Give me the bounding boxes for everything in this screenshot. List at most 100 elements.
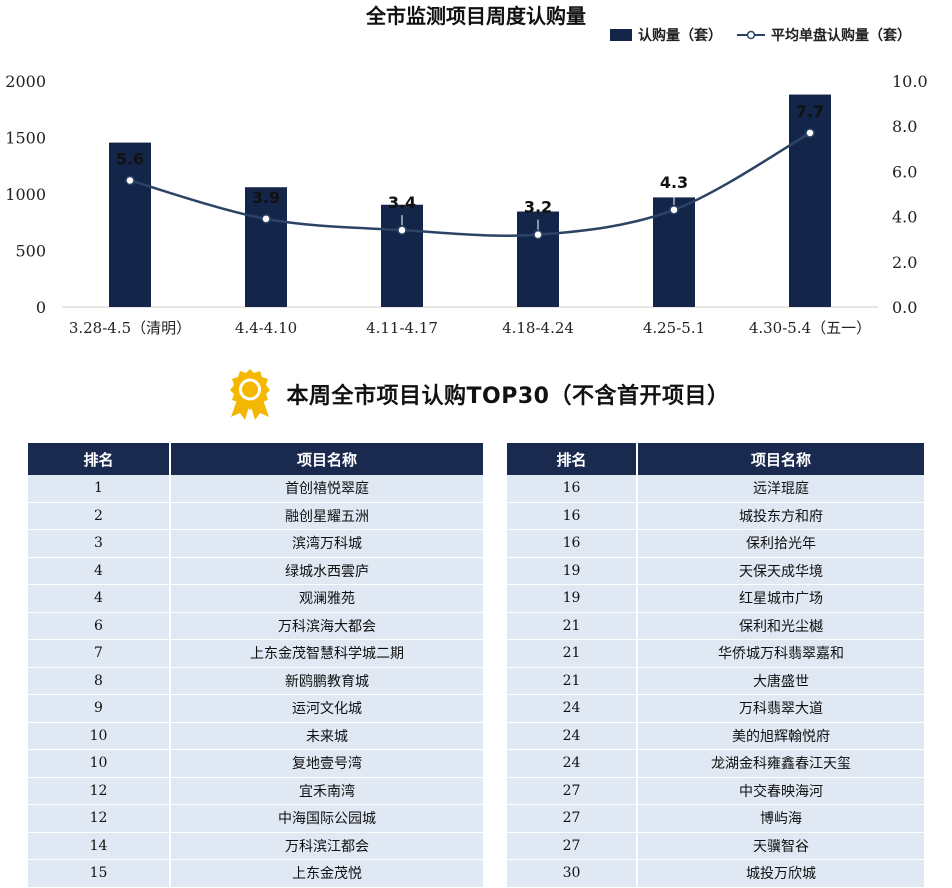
table-row: 1 首创禧悦翠庭 <box>28 475 483 503</box>
ranking-table-left: 排名 项目名称 1 首创禧悦翠庭 2 融创星耀五洲 3 滨湾万科城 4 绿城水西雲庐 4 观澜雅苑… <box>28 443 483 888</box>
table-row: 12 中海国际公园城 <box>28 804 483 833</box>
line-point <box>669 205 679 215</box>
table-row: 24 万科翡翠大道 <box>507 694 924 723</box>
table-row: 27 天骥智谷 <box>507 832 924 860</box>
y-left-tick-label: 2000 <box>5 72 46 91</box>
project-name-cell: 天骥智谷 <box>637 832 924 860</box>
x-category-label: 4.4-4.10 <box>235 319 297 337</box>
table-row: 10 复地壹号湾 <box>28 749 483 778</box>
project-name-cell: 华侨城万科翡翠嘉和 <box>637 639 924 668</box>
y-right-tick-label: 4.0 <box>892 208 917 227</box>
project-name-cell: 远洋琨庭 <box>637 475 924 503</box>
rank-cell: 6 <box>28 612 171 640</box>
table-row: 2 融创星耀五洲 <box>28 502 483 530</box>
project-name-cell: 城投万欣城 <box>637 859 924 888</box>
rank-cell: 15 <box>28 859 171 888</box>
x-category-label: 4.30-5.4（五一） <box>749 319 871 337</box>
y-right-tick-label: 6.0 <box>892 162 917 181</box>
x-category-label: 3.28-4.5（清明） <box>69 319 191 337</box>
rank-cell: 9 <box>28 694 171 723</box>
rank-cell: 16 <box>507 475 638 503</box>
rank-cell: 4 <box>28 557 171 585</box>
line-point <box>397 225 407 235</box>
rank-cell: 21 <box>507 612 638 640</box>
y-right-tick-label: 0.0 <box>892 298 917 317</box>
bar <box>109 142 151 307</box>
project-name-cell: 滨湾万科城 <box>170 529 483 558</box>
line-point <box>533 229 543 240</box>
table-row: 27 博屿海 <box>507 804 924 833</box>
legend-label-bars: 认购量（套） <box>638 27 722 44</box>
legend-bar-swatch <box>610 29 632 41</box>
rank-cell: 7 <box>28 639 171 668</box>
table-row: 16 远洋琨庭 <box>507 475 924 503</box>
project-name-cell: 红星城市广场 <box>637 584 924 613</box>
project-name-cell: 新鸥鹏教育城 <box>170 667 483 695</box>
project-name-cell: 宜禾南湾 <box>170 777 483 805</box>
rank-cell: 3 <box>28 529 171 558</box>
project-name-cell: 万科滨江都会 <box>170 832 483 860</box>
line-data-label: 3.2 <box>524 198 552 217</box>
table-row: 16 城投东方和府 <box>507 502 924 530</box>
project-name-cell: 保利和光尘樾 <box>637 612 924 640</box>
table-row: 21 保利和光尘樾 <box>507 612 924 640</box>
table-row: 24 龙湖金科雍鑫春江天玺 <box>507 749 924 778</box>
y-right-tick-label: 2.0 <box>892 253 917 272</box>
project-name-cell: 上东金茂智慧科学城二期 <box>170 639 483 668</box>
table-row: 19 天保天成华境 <box>507 557 924 585</box>
x-category-label: 4.11-4.17 <box>366 319 438 337</box>
rank-cell: 27 <box>507 804 638 833</box>
rank-cell: 19 <box>507 584 638 613</box>
project-name-cell: 万科翡翠大道 <box>637 694 924 723</box>
project-name-cell: 万科滨海大都会 <box>170 612 483 640</box>
rank-cell: 2 <box>28 502 171 530</box>
header-rank: 排名 <box>507 443 638 475</box>
table-row: 7 上东金茂智慧科学城二期 <box>28 639 483 668</box>
table-row: 8 新鸥鹏教育城 <box>28 667 483 695</box>
project-name-cell: 天保天成华境 <box>637 557 924 585</box>
rank-cell: 24 <box>507 694 638 723</box>
line-point <box>805 128 815 138</box>
table-row: 9 运河文化城 <box>28 694 483 723</box>
rank-cell: 27 <box>507 777 638 805</box>
award-medal-icon <box>229 369 270 420</box>
table-row: 15 上东金茂悦 <box>28 859 483 888</box>
table-row: 12 宜禾南湾 <box>28 777 483 805</box>
rank-cell: 14 <box>28 832 171 860</box>
line-data-label: 4.3 <box>660 173 688 192</box>
legend-label-line: 平均单盘认购量（套） <box>771 27 911 44</box>
table-row: 24 美的旭辉翰悦府 <box>507 722 924 750</box>
bar <box>789 94 831 307</box>
project-name-cell: 保利拾光年 <box>637 529 924 558</box>
project-name-cell: 博屿海 <box>637 804 924 833</box>
line-data-label: 3.9 <box>252 188 280 207</box>
rank-cell: 12 <box>28 804 171 833</box>
rank-cell: 30 <box>507 859 638 888</box>
y-left-tick-label: 500 <box>15 242 46 261</box>
project-name-cell: 未来城 <box>170 722 483 750</box>
table-row: 4 观澜雅苑 <box>28 584 483 613</box>
line-point <box>125 175 135 186</box>
x-category-label: 4.25-5.1 <box>643 319 705 337</box>
table-row: 21 大唐盛世 <box>507 667 924 695</box>
weekly-subscription-chart: 全市监测项目周度认购量 认购量（套） 平均单盘认购量（套） 0 500 1000 1500 2… <box>0 0 952 350</box>
line-data-label: 7.7 <box>796 102 824 121</box>
project-name-cell: 城投东方和府 <box>637 502 924 530</box>
project-name-cell: 大唐盛世 <box>637 667 924 695</box>
header-rank: 排名 <box>28 443 171 475</box>
rank-cell: 16 <box>507 529 638 558</box>
table-row: 21 华侨城万科翡翠嘉和 <box>507 639 924 668</box>
y-right-tick-label: 10.0 <box>892 72 928 91</box>
rank-cell: 21 <box>507 639 638 668</box>
table-row: 10 未来城 <box>28 722 483 750</box>
rank-cell: 10 <box>28 722 171 750</box>
table-row: 4 绿城水西雲庐 <box>28 557 483 585</box>
rank-cell: 16 <box>507 502 638 530</box>
project-name-cell: 中交春映海河 <box>637 777 924 805</box>
line-point <box>261 214 271 224</box>
table-row: 30 城投万欣城 <box>507 859 924 888</box>
rank-cell: 12 <box>28 777 171 805</box>
table-row: 3 滨湾万科城 <box>28 529 483 558</box>
table-row: 16 保利拾光年 <box>507 529 924 558</box>
